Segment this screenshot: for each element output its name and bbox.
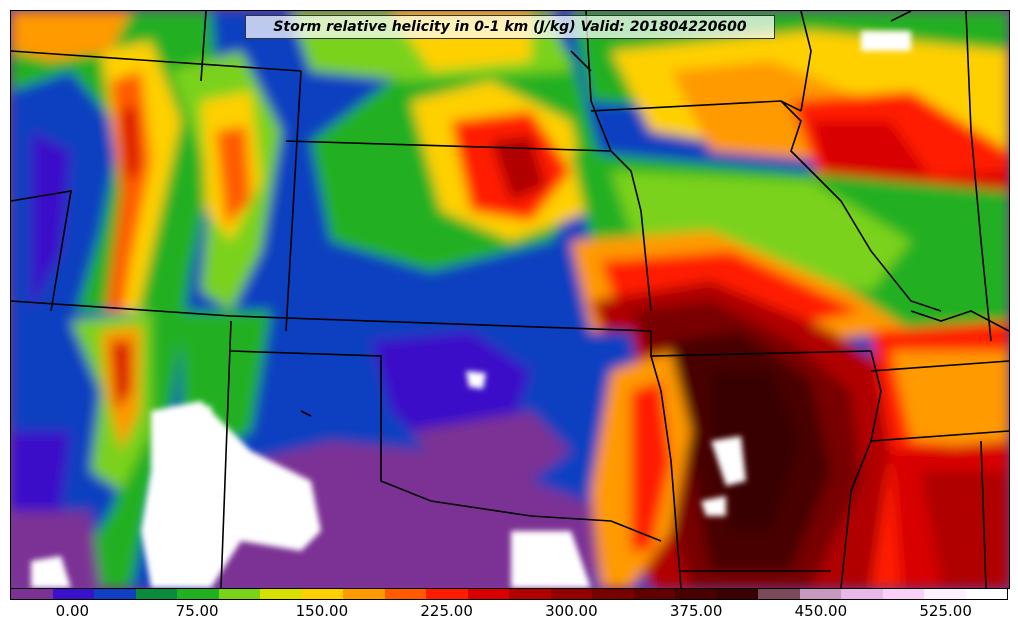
white-low-regions (31, 31, 911, 588)
colorbar-swatch (94, 589, 136, 599)
colorbar-tick-label: 0.00 (55, 602, 90, 620)
colorbar-tick-label: 375.00 (669, 602, 723, 620)
colorbar-swatch (633, 589, 675, 599)
colorbar-swatch (426, 589, 468, 599)
map-title: Storm relative helicity in 0-1 km (J/kg)… (245, 15, 775, 39)
colorbar-swatch (716, 589, 758, 599)
colorbar-swatch (260, 589, 302, 599)
field-layer (11, 11, 1009, 588)
colorbar-swatch (965, 589, 1007, 599)
colorbar-swatch (11, 589, 53, 599)
colorbar-swatch (343, 589, 385, 599)
helicity-field-map (11, 11, 1009, 588)
colorbar (10, 588, 1008, 600)
map-panel (10, 10, 1010, 589)
colorbar-tick-label: 225.00 (420, 602, 473, 620)
colorbar-swatch (675, 589, 717, 599)
colorbar-tick-labels: 0.00 75.00 150.00 225.00 300.00 375.00 450.00 5… (10, 602, 1008, 624)
colorbar-swatch (52, 589, 94, 599)
colorbar-swatch (509, 589, 551, 599)
colorbar-swatch (135, 589, 177, 599)
colorbar-swatch (384, 589, 426, 599)
colorbar-swatch (467, 589, 509, 599)
colorbar-swatch (177, 589, 219, 599)
colorbar-tick-label: 150.00 (295, 602, 349, 620)
colorbar-swatch (799, 589, 841, 599)
colorbar-swatch (592, 589, 634, 599)
colorbar-swatch (924, 589, 966, 599)
colorbar-tick-label: 450.00 (794, 602, 848, 620)
colorbar-tick-label: 525.00 (919, 602, 972, 620)
colorbar-tick-label: 75.00 (175, 602, 219, 620)
colorbar-tick-label: 300.00 (545, 602, 598, 620)
state-borders (11, 11, 1009, 588)
colorbar-swatch (218, 589, 260, 599)
colorbar-swatch (758, 589, 800, 599)
colorbar-swatch (841, 589, 883, 599)
colorbar-swatch (301, 589, 343, 599)
colorbar-swatch (882, 589, 924, 599)
colorbar-swatch (550, 589, 592, 599)
